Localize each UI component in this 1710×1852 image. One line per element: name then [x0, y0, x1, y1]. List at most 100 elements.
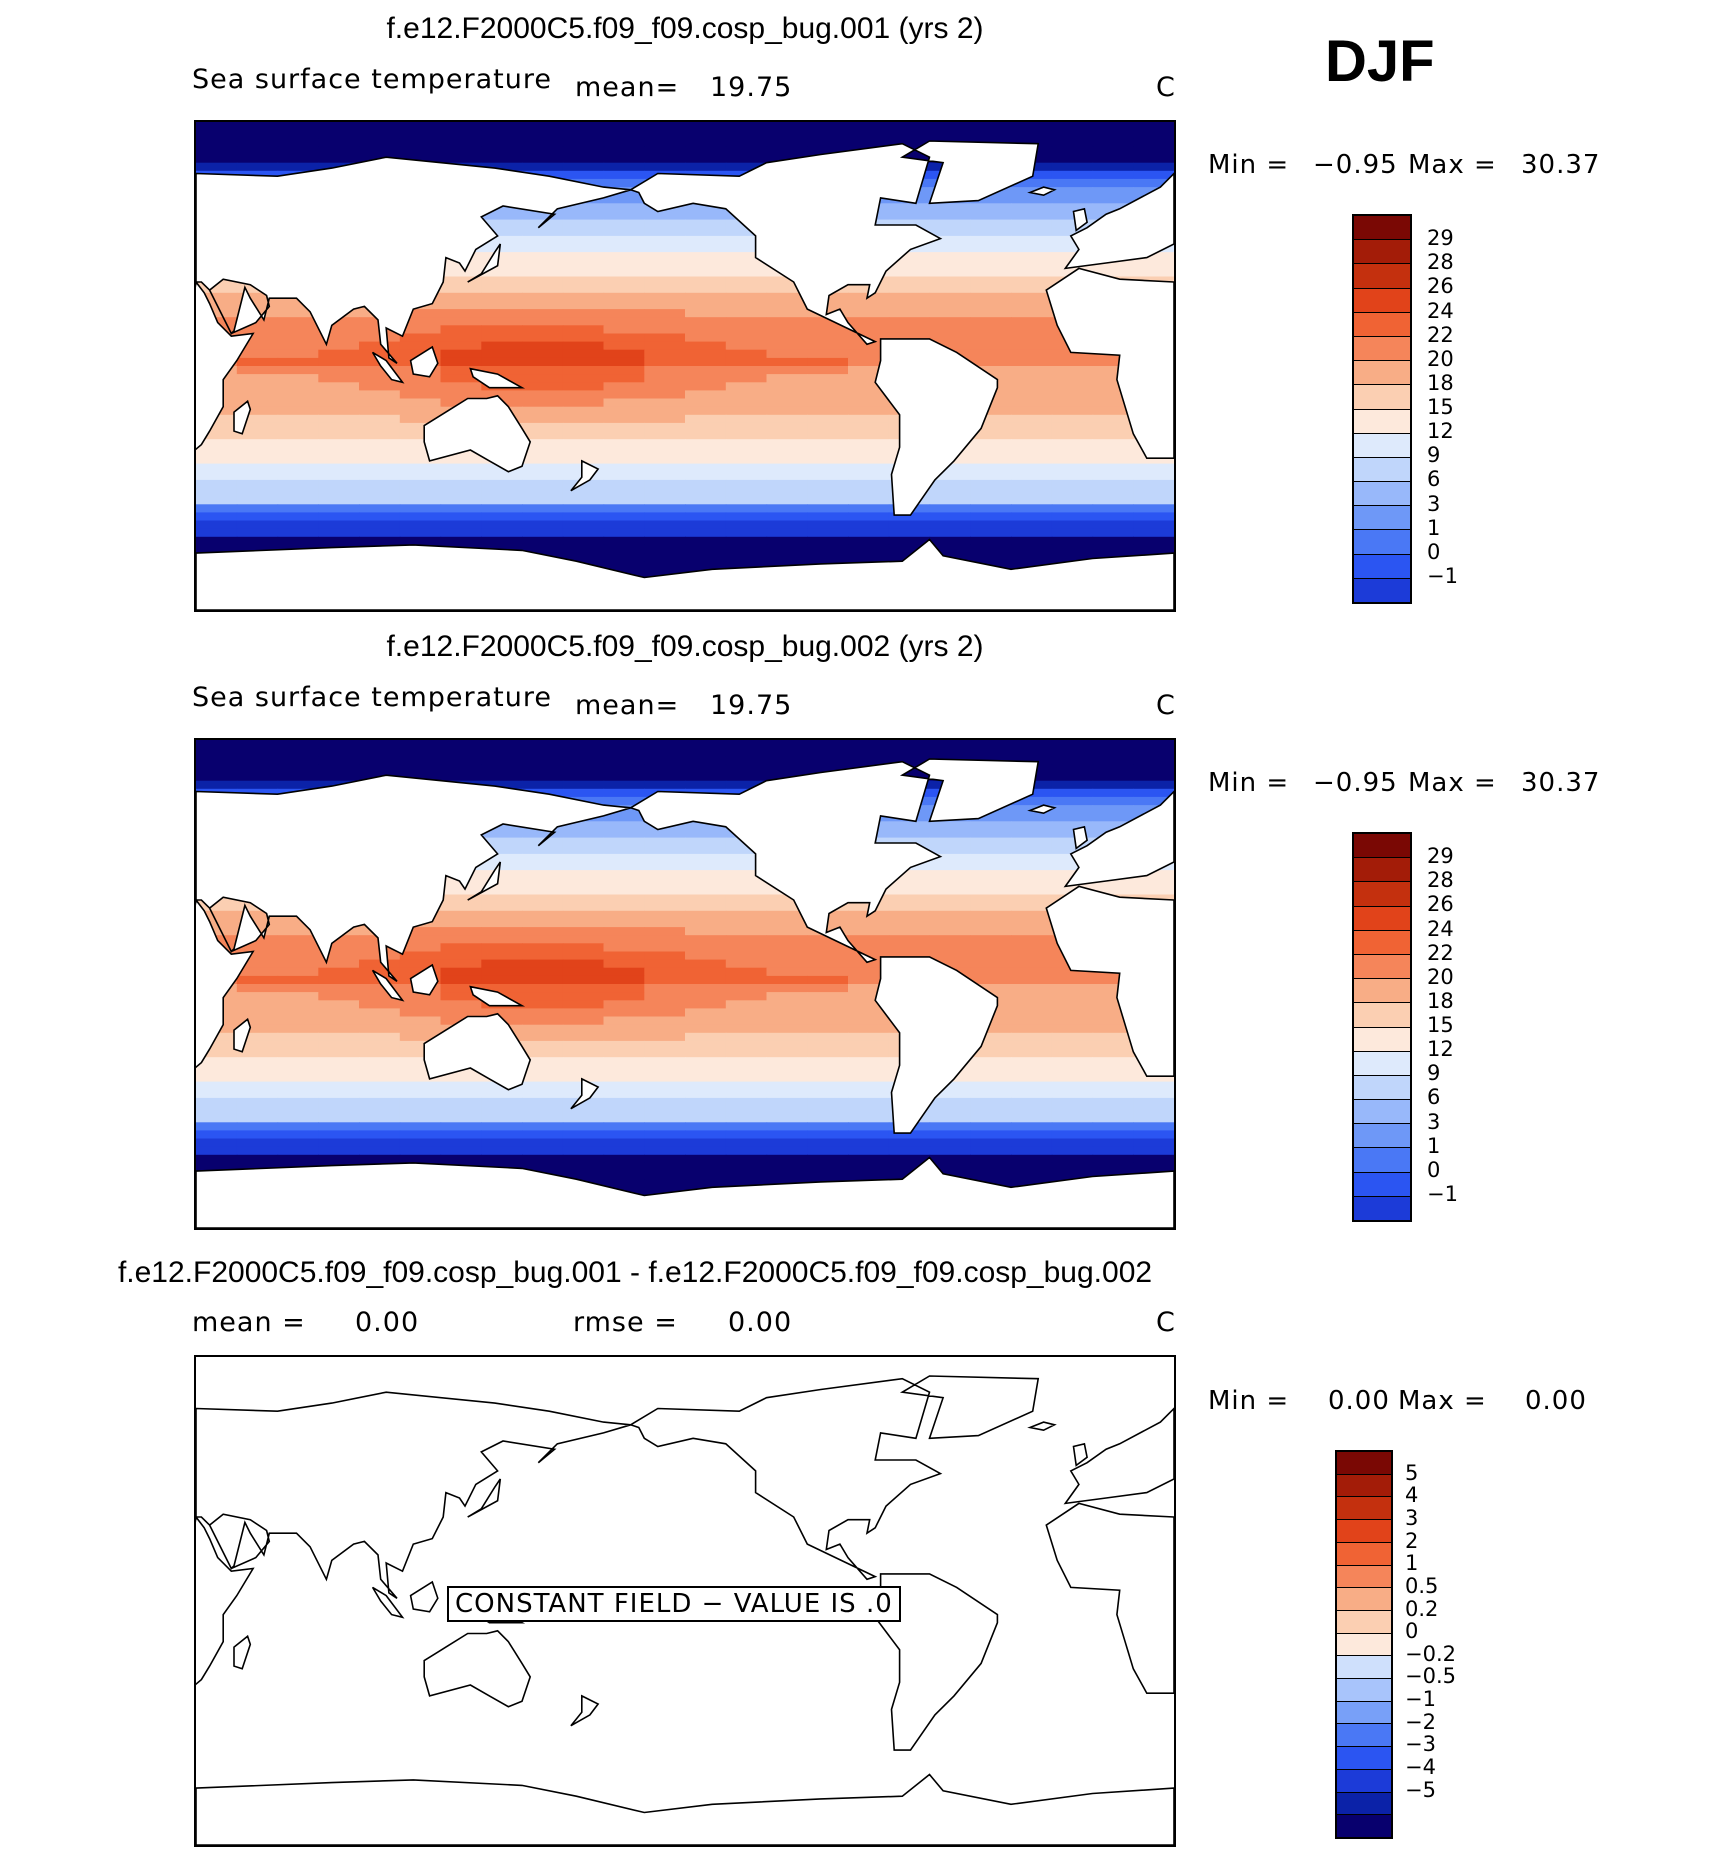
- colorbar-swatch: [1354, 311, 1410, 336]
- panel2-min-value: −0.95: [1313, 768, 1398, 798]
- colorbar-tick-label: 24: [1427, 916, 1454, 941]
- panel3-unit: C: [1156, 1307, 1176, 1338]
- panel1-max-label: Max =: [1408, 150, 1497, 180]
- panel2-title: f.e12.F2000C5.f09_f09.cosp_bug.002 (yrs …: [386, 630, 984, 663]
- colorbar-tick-label: −3: [1405, 1732, 1436, 1757]
- colorbar-swatch: [1354, 905, 1410, 930]
- colorbar-tick-label: 15: [1427, 1013, 1454, 1037]
- colorbar-tick-label: 15: [1427, 395, 1454, 419]
- land-mask: [196, 140, 1174, 610]
- colorbar-swatch: [1337, 1519, 1391, 1542]
- panel2-mean-value: 19.75: [710, 690, 793, 721]
- panel2-max-label: Max =: [1408, 768, 1497, 798]
- colorbar-swatch: [1337, 1632, 1391, 1656]
- colorbar-swatch: [1354, 384, 1410, 409]
- colorbar-swatch: [1354, 978, 1410, 1003]
- colorbar-swatch: [1354, 1195, 1410, 1220]
- colorbar-swatch: [1354, 1050, 1410, 1075]
- colorbar-swatch: [1354, 263, 1410, 288]
- colorbar-swatch: [1337, 1609, 1391, 1633]
- colorbar-swatch: [1337, 1541, 1391, 1565]
- panel1-variable: Sea surface temperature: [192, 64, 552, 95]
- colorbar-swatch: [1354, 1171, 1410, 1196]
- colorbar-tick-label: 24: [1427, 298, 1454, 323]
- colorbar-swatch: [1354, 1026, 1410, 1051]
- colorbar-tick-label: 29: [1427, 226, 1454, 251]
- colorbar-tick-label: −1: [1427, 563, 1458, 588]
- panel1-map: [194, 120, 1176, 612]
- colorbar-tick-label: 1: [1427, 515, 1441, 540]
- colorbar-swatch: [1354, 953, 1410, 979]
- colorbar-swatch: [1354, 1074, 1410, 1100]
- land-mask: [196, 758, 1174, 1228]
- colorbar-swatch: [1354, 529, 1410, 554]
- panel2-min-label: Min =: [1208, 768, 1290, 798]
- panel3-max-value: 0.00: [1525, 1386, 1587, 1416]
- colorbar-swatch: [1354, 881, 1410, 906]
- colorbar-swatch: [1354, 1147, 1410, 1172]
- colorbar-swatch: [1354, 335, 1410, 361]
- panel2-map: [194, 738, 1176, 1230]
- colorbar-tick-label: −1: [1427, 1181, 1458, 1206]
- colorbar-tick-label: −4: [1405, 1755, 1436, 1780]
- colorbar-tick-label: 9: [1427, 1061, 1441, 1086]
- colorbar-swatch: [1354, 239, 1410, 264]
- colorbar-tick-label: 28: [1427, 868, 1454, 893]
- colorbar-tick-label: −5: [1405, 1777, 1436, 1802]
- panel3-rmse-value: 0.00: [728, 1307, 793, 1338]
- colorbar-tick-label: 3: [1405, 1505, 1419, 1530]
- panel1-colorbar-labels: 29 28 26 24 22 20 18 15 12 9 6 3 1 0 −1: [1427, 0, 1507, 588]
- colorbar-swatch: [1354, 1123, 1410, 1148]
- colorbar-tick-label: 22: [1427, 940, 1454, 965]
- panel2-colorbar-labels: 29 28 26 24 22 20 18 15 12 9 6 3 1 0 −1: [1427, 0, 1507, 1206]
- panel1-title: f.e12.F2000C5.f09_f09.cosp_bug.001 (yrs …: [386, 12, 984, 45]
- colorbar-tick-label: 6: [1427, 467, 1441, 492]
- colorbar-swatch: [1337, 1678, 1391, 1701]
- panel2-sst-field: [196, 740, 1174, 1228]
- panel1-max-value: 30.37: [1521, 150, 1601, 180]
- colorbar-swatch: [1354, 216, 1410, 240]
- colorbar-tick-label: −0.2: [1405, 1641, 1456, 1666]
- panel2-colorbar: [1352, 832, 1412, 1222]
- panel1-mean-value: 19.75: [710, 72, 793, 103]
- colorbar-tick-label: 0: [1427, 539, 1441, 564]
- constant-field-label: CONSTANT FIELD − VALUE IS .0: [447, 1586, 901, 1622]
- colorbar-tick-label: 12: [1427, 419, 1454, 444]
- colorbar-swatch: [1337, 1814, 1391, 1837]
- colorbar-swatch: [1354, 505, 1410, 530]
- panel3-min-label: Min =: [1208, 1386, 1290, 1416]
- colorbar-swatch: [1354, 1099, 1410, 1124]
- colorbar-tick-label: 1: [1405, 1551, 1419, 1576]
- colorbar-swatch: [1337, 1700, 1391, 1724]
- colorbar-swatch: [1337, 1768, 1391, 1792]
- panel1-colorbar: [1352, 214, 1412, 604]
- colorbar-swatch: [1337, 1587, 1391, 1610]
- colorbar-tick-label: 18: [1427, 370, 1454, 395]
- panel1-unit: C: [1156, 72, 1176, 103]
- colorbar-swatch: [1337, 1655, 1391, 1679]
- colorbar-tick-label: 4: [1405, 1483, 1419, 1508]
- coastlines: [196, 1375, 1174, 1845]
- panel1-min-value: −0.95: [1313, 150, 1398, 180]
- colorbar-tick-label: 18: [1427, 988, 1454, 1013]
- colorbar-swatch: [1354, 408, 1410, 433]
- colorbar-swatch: [1354, 857, 1410, 882]
- panel2-unit: C: [1156, 690, 1176, 721]
- colorbar-swatch: [1337, 1791, 1391, 1815]
- colorbar-swatch: [1354, 1002, 1410, 1027]
- season-label: DJF: [1325, 29, 1435, 94]
- colorbar-swatch: [1354, 553, 1410, 578]
- colorbar-tick-label: −0.5: [1405, 1664, 1456, 1689]
- panel2-variable: Sea surface temperature: [192, 682, 552, 713]
- panel1-sst-field: [196, 122, 1174, 610]
- colorbar-swatch: [1354, 360, 1410, 385]
- colorbar-tick-label: 12: [1427, 1037, 1454, 1062]
- colorbar-tick-label: 0: [1405, 1619, 1419, 1644]
- colorbar-tick-label: 29: [1427, 844, 1454, 869]
- colorbar-tick-label: 28: [1427, 250, 1454, 275]
- panel3-colorbar: [1335, 1450, 1393, 1839]
- colorbar-tick-label: 20: [1427, 964, 1454, 989]
- panel2-mean-label: mean=: [575, 690, 680, 721]
- colorbar-swatch: [1354, 287, 1410, 312]
- colorbar-swatch: [1354, 929, 1410, 954]
